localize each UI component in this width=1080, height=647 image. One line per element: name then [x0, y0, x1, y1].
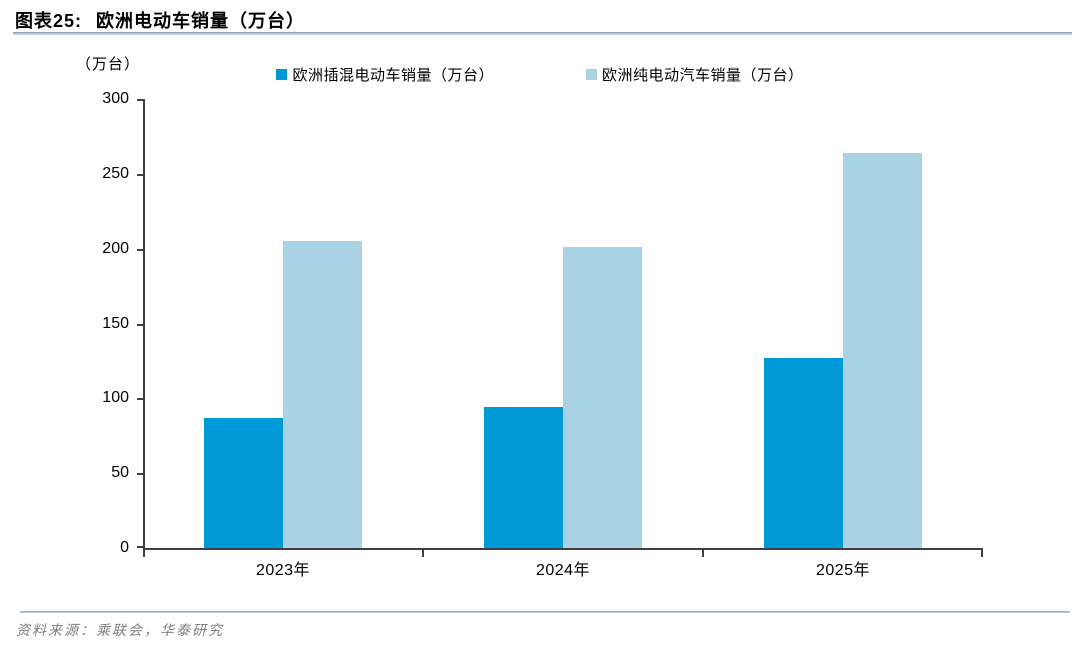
y-tick-label: 300: [102, 90, 129, 107]
bar-bev-2023年: [283, 241, 362, 548]
y-axis-tick: [137, 473, 143, 476]
legend-label-bev: 欧洲纯电动汽车销量（万台）: [602, 67, 804, 84]
x-axis-line: [143, 548, 983, 550]
y-tick-label: 250: [102, 164, 129, 182]
x-axis-tick: [702, 550, 704, 557]
legend-marker-phev-icon: [276, 69, 288, 80]
y-axis-tick: [137, 248, 143, 251]
y-tick-label: 150: [102, 314, 129, 332]
source-note: 资料来源：乘联会，华泰研究: [16, 624, 224, 639]
y-tick-label: 0: [120, 539, 129, 556]
x-axis-tick: [143, 550, 145, 557]
y-axis-tick: [137, 99, 143, 101]
title-divider: [13, 32, 1072, 35]
figure-title-text: 欧洲电动车销量（万台）: [96, 11, 306, 31]
figure-number: 图表25:: [15, 11, 83, 31]
y-axis-line: [143, 99, 145, 548]
y-axis-tick: [137, 546, 143, 548]
x-category-label: 2024年: [535, 562, 591, 579]
bar-phev-2025年: [764, 357, 843, 548]
chart-legend: 欧洲插混电动车销量（万台） 欧洲纯电动汽车销量（万台）: [0, 64, 1080, 85]
legend-item-bev: 欧洲纯电动汽车销量（万台）: [586, 64, 804, 85]
bar-phev-2024年: [484, 407, 563, 548]
plot-area: 0 50 100 150 200 250 300 2023年 2024年 2025年: [102, 90, 983, 579]
y-tick-label: 100: [102, 389, 129, 407]
y-tick-label: 50: [111, 464, 129, 482]
y-axis-tick: [137, 398, 143, 401]
x-axis-tick: [981, 550, 983, 557]
bar-bev-2024年: [563, 247, 642, 548]
footer-divider: [20, 611, 1070, 613]
y-axis-tick: [137, 173, 143, 176]
x-axis-tick: [422, 550, 424, 557]
legend-label-phev: 欧洲插混电动车销量（万台）: [292, 67, 494, 84]
y-axis-unit-label: （万台）: [76, 56, 141, 73]
bar-bev-2025年: [843, 152, 922, 548]
figure-title: 图表25: 欧洲电动车销量（万台）: [15, 7, 305, 33]
legend-marker-bev-icon: [586, 69, 597, 80]
x-category-label: 2025年: [815, 562, 871, 579]
y-axis-tick: [137, 323, 143, 326]
legend-item-phev: 欧洲插混电动车销量（万台）: [276, 64, 494, 85]
x-category-label: 2023年: [255, 562, 311, 579]
y-tick-label: 200: [102, 239, 129, 257]
bar-phev-2023年: [204, 417, 283, 548]
